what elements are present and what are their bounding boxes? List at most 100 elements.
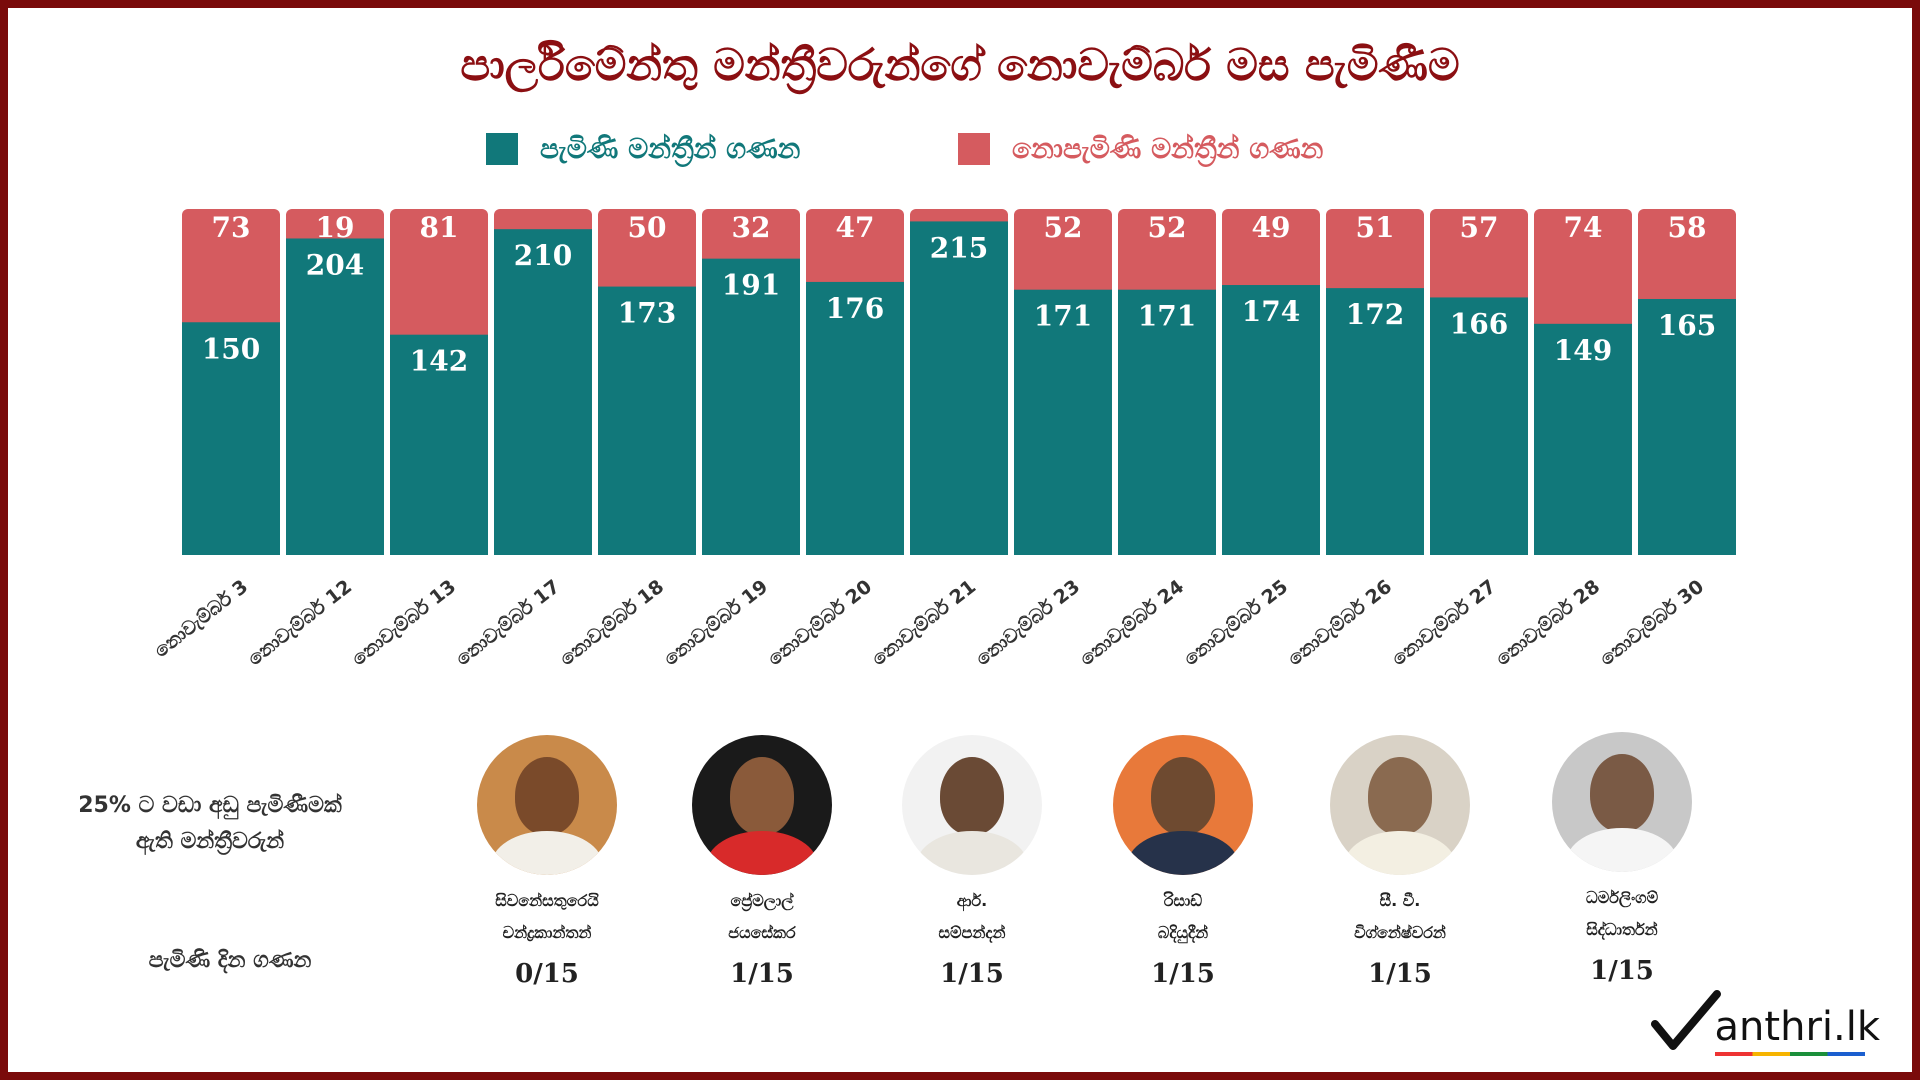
- bar-present: [806, 281, 904, 555]
- mp-card-5: සී. වී. විග්නේෂ්වරන් 1/15: [1290, 735, 1510, 989]
- present-value-label: 176: [826, 292, 884, 325]
- present-value-label: 173: [618, 297, 676, 330]
- present-value-label: 149: [1554, 334, 1612, 367]
- absent-value-label: 50: [628, 211, 667, 244]
- legend-present: පැමිණි මන්ත්‍රීන් ගණන: [486, 132, 800, 166]
- mp-days: 1/15: [730, 959, 794, 989]
- category-label: නොවැම්බර් 26: [1284, 576, 1396, 671]
- bar-present: [1430, 297, 1528, 555]
- mp-name-line1: ධර්මලිංගම්: [1585, 888, 1659, 907]
- bar-present: [1534, 323, 1632, 555]
- mp-days: 1/15: [1151, 959, 1215, 989]
- mp-photo: [902, 735, 1042, 875]
- mp-card-4: රිසාඩ් බදියුදීන් 1/15: [1073, 735, 1293, 989]
- present-value-label: 191: [722, 269, 780, 302]
- absent-value-label: 58: [1668, 211, 1707, 244]
- present-value-label: 204: [306, 248, 364, 281]
- category-label: නොවැම්බර් 27: [1388, 576, 1500, 671]
- mp-card-2: ප්‍රේමලාල් ජයසේකර 1/15: [652, 735, 872, 989]
- category-label: නොවැම්බර් 20: [764, 576, 876, 671]
- present-value-label: 210: [514, 239, 572, 272]
- logo-color-bar: [1714, 1052, 1865, 1056]
- bar-present: [702, 258, 800, 555]
- bar-present: [598, 286, 696, 555]
- mp-photo: [1113, 735, 1253, 875]
- mp-photo: [1330, 735, 1470, 875]
- mp-name-line1: ආර්.: [956, 891, 988, 910]
- present-value-label: 150: [202, 332, 260, 365]
- bar-present: [390, 334, 488, 555]
- chart-title: පාර්ලිමේන්තු මන්ත්‍රීවරුන්ගේ නොවැම්බර් ම…: [460, 40, 1460, 91]
- category-label: නොවැම්බර් 28: [1492, 576, 1604, 671]
- absent-value-label: 19: [316, 211, 355, 244]
- present-value-label: 172: [1346, 298, 1404, 331]
- mp-photo: [477, 735, 617, 875]
- mp-days: 1/15: [940, 959, 1004, 989]
- present-value-label: 171: [1138, 300, 1196, 333]
- mp-photo: [692, 735, 832, 875]
- bar-present: [910, 221, 1008, 556]
- mp-name-line2: සම්පන්දන්: [938, 923, 1006, 942]
- bar-present: [1118, 289, 1216, 555]
- bar-present: [1222, 285, 1320, 555]
- bar-present: [182, 322, 280, 555]
- category-label: නොවැම්බර් 21: [868, 576, 980, 671]
- low-attendance-label: 25% ට වඩා අඩු පැමිණීමක් ඇති මන්ත්‍රීවරුන…: [78, 793, 342, 854]
- check-mark-icon: [1650, 990, 1721, 1050]
- bar-present: [494, 229, 592, 555]
- absent-value-label: 73: [212, 211, 251, 244]
- mp-name-line1: සී. වී.: [1379, 891, 1421, 910]
- bar-present: [1014, 289, 1112, 555]
- mp-name-line2: බදියුදීන්: [1157, 923, 1209, 942]
- mp-days: 1/15: [1368, 959, 1432, 989]
- category-label: නොවැම්බර් 17: [452, 576, 564, 671]
- legend: පැමිණි මන්ත්‍රීන් ගණන නොපැමිණි මන්ත්‍රීන…: [0, 132, 1920, 172]
- legend-present-label: පැමිණි මන්ත්‍රීන් ගණන: [540, 132, 801, 165]
- legend-absent-swatch: [958, 133, 990, 165]
- category-label: නොවැම්බර් 30: [1596, 576, 1708, 671]
- mp-name-line1: සිවනේසතුරෙයි: [495, 891, 599, 910]
- manthri-logo: anthri.lk: [1650, 990, 1880, 1056]
- bar-present: [1638, 298, 1736, 555]
- present-value-label: 142: [410, 345, 468, 378]
- category-label: නොවැම්බර් 19: [660, 576, 772, 671]
- stacked-bar-chart: 73 150 නොවැම්බර් 3 19 204 නොවැම්බර් 12 81 142 නො…: [150, 209, 1736, 671]
- legend-absent-label: නොපැමිණි මන්ත්‍රීන් ගණන: [1012, 132, 1324, 165]
- legend-present-swatch: [486, 133, 518, 165]
- mp-name-line2: ජයසේකර: [728, 923, 796, 942]
- category-label: නොවැම්බර් 25: [1180, 576, 1292, 671]
- category-label: නොවැම්බර් 18: [556, 576, 668, 671]
- present-value-label: 165: [1658, 309, 1716, 342]
- category-label: නොවැම්බර් 13: [348, 576, 460, 671]
- present-value-label: 171: [1034, 300, 1092, 333]
- absent-value-label: 49: [1252, 211, 1291, 244]
- mp-name-line1: ප්‍රේමලාල්: [730, 891, 794, 910]
- logo-text: anthri.lk: [1714, 1004, 1880, 1050]
- absent-value-label: 57: [1460, 211, 1499, 244]
- mp-name-line2: චන්ද්‍රකාන්තන්: [502, 923, 592, 942]
- mp-name-line1: රිසාඩ්: [1163, 891, 1203, 910]
- absent-value-label: 32: [732, 211, 771, 244]
- mp-name-line2: සිද්ධාර්තන්: [1586, 920, 1658, 939]
- present-value-label: 174: [1242, 295, 1300, 328]
- category-label: නොවැම්බර් 12: [244, 576, 356, 671]
- present-value-label: 166: [1450, 307, 1508, 340]
- absent-value-label: 47: [836, 211, 875, 244]
- mp-card-3: ආර්. සම්පන්දන් 1/15: [862, 735, 1082, 989]
- bar-present: [286, 238, 384, 555]
- category-label: නොවැම්බර් 23: [972, 576, 1084, 671]
- absent-value-label: 81: [420, 211, 459, 244]
- mp-card-1: සිවනේසතුරෙයි චන්ද්‍රකාන්තන් 0/15: [437, 735, 657, 989]
- mp-card-6: ධර්මලිංගම් සිද්ධාර්තන් 1/15: [1512, 732, 1732, 986]
- legend-absent: නොපැමිණි මන්ත්‍රීන් ගණන: [958, 132, 1323, 166]
- absent-value-label: 52: [1044, 211, 1083, 244]
- absent-value-label: 51: [1356, 211, 1395, 244]
- mp-photo: [1552, 732, 1692, 872]
- attendance-days-label: පැමිණි දින ගණන: [148, 948, 312, 973]
- absent-value-label: 74: [1564, 211, 1603, 244]
- mp-name-line2: විග්නේෂ්වරන්: [1354, 923, 1446, 942]
- mp-days: 0/15: [515, 959, 579, 989]
- mp-days: 1/15: [1590, 956, 1654, 986]
- category-label: නොවැම්බර් 24: [1076, 576, 1188, 671]
- present-value-label: 215: [930, 231, 988, 264]
